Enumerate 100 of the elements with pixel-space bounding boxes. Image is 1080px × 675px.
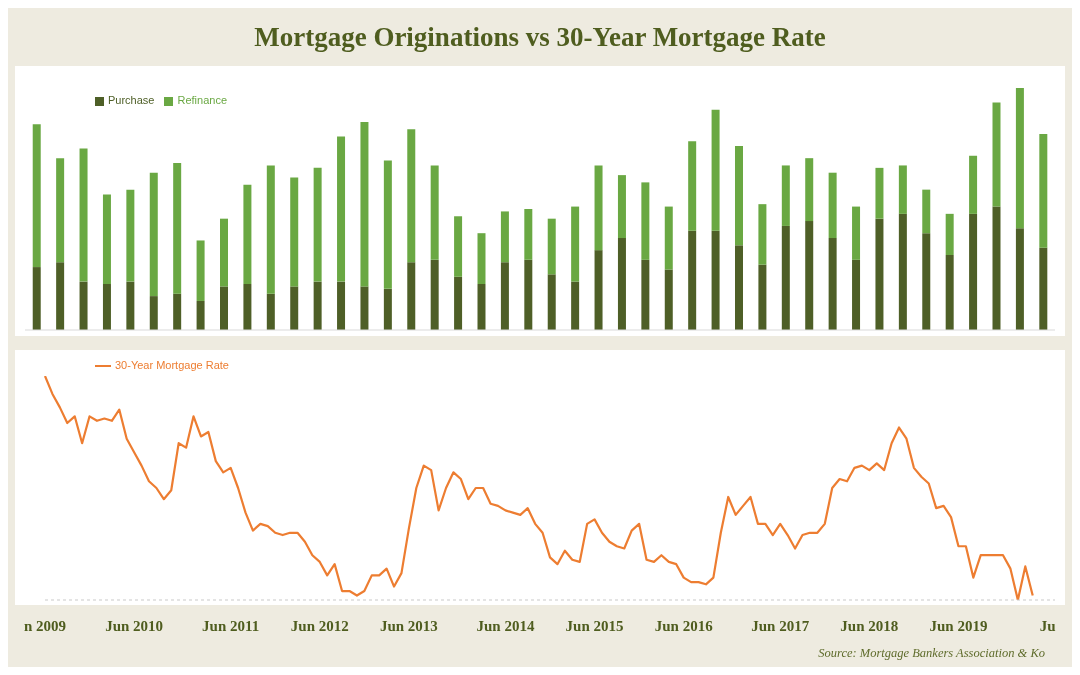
bar (547, 274, 556, 330)
bar (196, 240, 205, 301)
bar (735, 245, 743, 330)
bar (337, 281, 346, 330)
bar (266, 165, 275, 294)
bar (758, 204, 767, 265)
bar (898, 213, 907, 330)
bar (196, 300, 205, 330)
bar (688, 230, 697, 330)
bar (500, 211, 509, 263)
bar (922, 233, 931, 330)
bar (922, 189, 931, 234)
bar (617, 238, 626, 330)
bar (1015, 88, 1024, 229)
bar (32, 124, 41, 268)
bar (688, 141, 697, 231)
bar (360, 286, 369, 330)
bar (852, 259, 861, 330)
bar (407, 129, 416, 263)
bar (711, 109, 720, 231)
bar (430, 259, 439, 330)
legend-label: 30-Year Mortgage Rate (115, 358, 229, 371)
legend-label: Purchase (108, 94, 155, 106)
bar (220, 286, 228, 330)
bar (805, 158, 814, 222)
x-tick-label: Jun 2010 (105, 617, 164, 634)
bar (500, 262, 509, 330)
bar (594, 250, 603, 330)
bar (524, 209, 533, 260)
bar (266, 293, 275, 330)
x-tick-label: Jun 2014 (476, 617, 535, 634)
bar (664, 206, 673, 270)
bar (173, 293, 182, 330)
bar (828, 238, 837, 330)
bar (102, 284, 111, 330)
bar (594, 165, 603, 251)
bar (547, 218, 556, 275)
bar (313, 281, 322, 330)
bar (407, 262, 416, 330)
bar (945, 254, 954, 330)
bar (243, 184, 252, 285)
bar (524, 259, 533, 330)
bar (875, 167, 884, 219)
bar (711, 230, 720, 330)
bar (126, 189, 135, 282)
bar (735, 146, 743, 246)
legend-label: Refinance (177, 94, 228, 106)
bar (781, 165, 790, 226)
bar (79, 281, 88, 330)
x-tick-label: Jun 2018 (840, 617, 899, 634)
bar (969, 155, 978, 214)
bar (477, 233, 486, 285)
x-tick-label: Jun 2019 (929, 617, 988, 634)
bar (79, 148, 88, 282)
x-tick-label: Jun 2012 (290, 617, 349, 634)
bar (126, 281, 135, 330)
bar (32, 267, 41, 330)
bar (805, 221, 814, 330)
bar (477, 284, 486, 330)
bar (243, 284, 252, 330)
bar (969, 213, 978, 330)
bar (56, 158, 65, 263)
bar (945, 213, 954, 255)
bar (571, 281, 580, 330)
bar (430, 165, 439, 260)
x-tick-label: Ju (1039, 617, 1056, 634)
x-tick-label: Jun 2013 (379, 617, 438, 634)
bar (875, 218, 884, 330)
bar (149, 296, 158, 330)
bar (571, 206, 580, 282)
bar (102, 194, 111, 285)
bar (898, 165, 907, 214)
bar (1039, 133, 1048, 248)
x-tick-label: Jun 2017 (751, 617, 810, 634)
bar (220, 218, 228, 287)
bar (758, 264, 767, 330)
bar (617, 175, 626, 239)
bar (454, 216, 463, 277)
bar (641, 259, 650, 330)
bar (313, 167, 322, 282)
bar (781, 225, 790, 330)
bar (360, 121, 369, 287)
source-note: Source: Mortgage Bankers Association & Ko (817, 646, 1045, 661)
bar (290, 286, 299, 330)
chart-title: Mortgage Originations vs 30-Year Mortgage Rate (254, 21, 826, 53)
bar (992, 206, 1001, 330)
x-tick-label: n 2009 (23, 617, 67, 634)
bar (852, 206, 861, 260)
bar (1039, 247, 1048, 330)
bar (337, 136, 346, 282)
bar (828, 172, 837, 239)
bar (1015, 228, 1024, 330)
x-tick-label: Jun 2015 (565, 617, 624, 634)
bar (290, 177, 299, 287)
bar (56, 262, 65, 330)
x-tick-label: Jun 2011 (202, 617, 260, 634)
bar (641, 182, 650, 260)
bar (149, 172, 158, 297)
x-tick-label: Jun 2016 (654, 617, 714, 634)
bar (173, 163, 182, 294)
